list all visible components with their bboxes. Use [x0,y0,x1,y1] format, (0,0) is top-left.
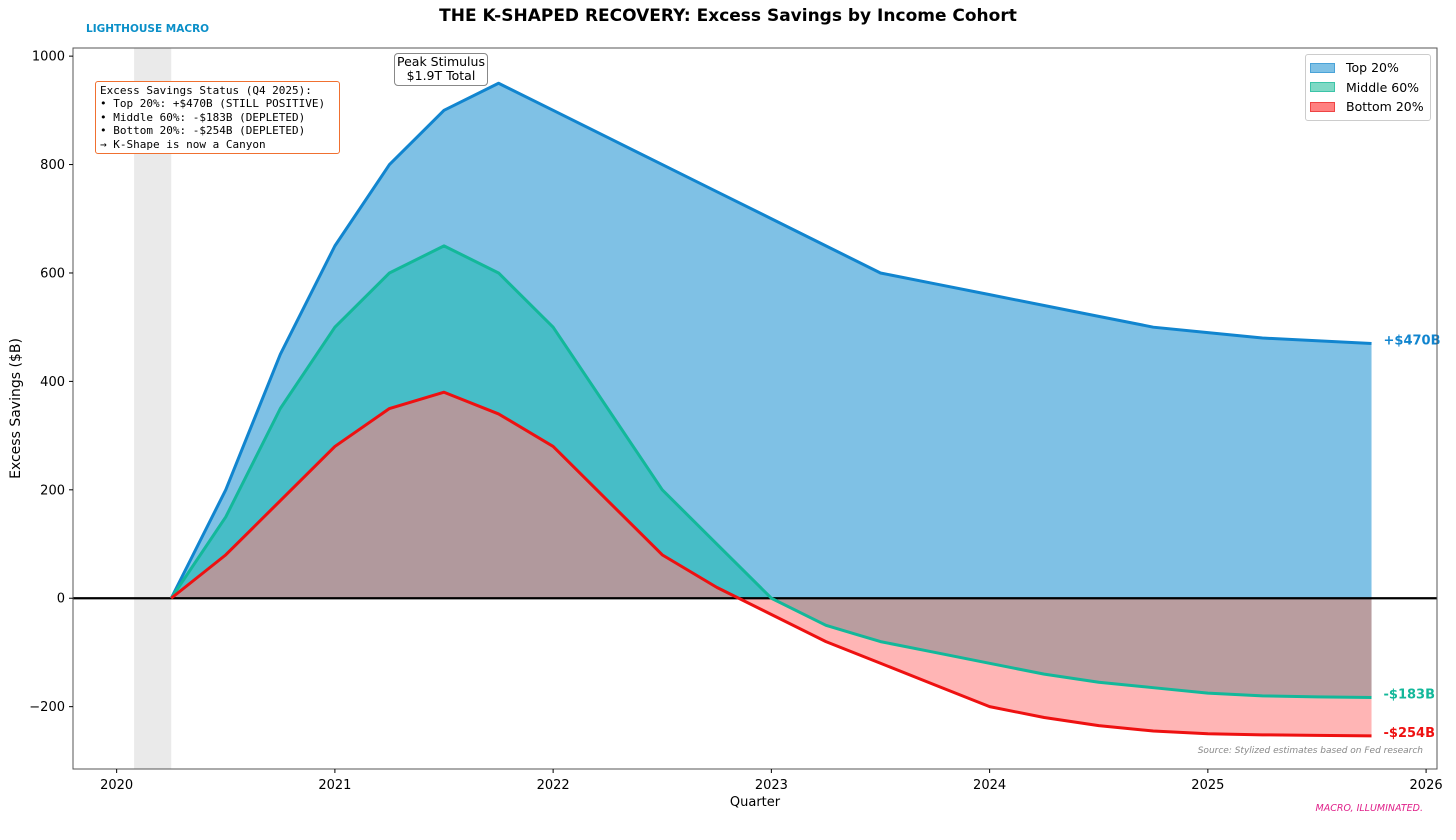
x-tick-label: 2024 [973,778,1006,793]
end-label: -$254B [1384,726,1436,741]
peak-annotation: Peak Stimulus $1.9T Total [394,53,488,86]
x-axis-label: Quarter [730,795,781,810]
chart-title: THE K-SHAPED RECOVERY: Excess Savings by… [439,6,1017,26]
y-tick-label: 600 [40,266,65,281]
y-axis-label: Excess Savings ($B) [8,338,24,479]
legend-label: Middle 60% [1346,79,1420,95]
x-tick-label: 2022 [537,778,570,793]
end-label: -$183B [1384,687,1436,702]
y-tick-label: −200 [29,700,65,715]
series-area-bottom-20- [171,392,1372,736]
x-tick-label: 2026 [1410,778,1443,793]
peak-line: Peak Stimulus [397,54,485,69]
legend: Top 20% Middle 60% Bottom 20% [1305,54,1431,121]
legend-swatch [1310,101,1335,112]
legend-swatch [1310,82,1335,93]
y-tick-label: 1000 [32,50,65,65]
peak-line: $1.9T Total [406,68,476,83]
x-tick-label: 2023 [755,778,788,793]
series-line-middle-60- [169,244,1372,699]
brand-label: LIGHTHOUSE MACRO [86,23,210,35]
source-note: Source: Stylized estimates based on Fed … [1197,746,1423,756]
x-tick-label: 2025 [1191,778,1224,793]
y-tick-label: 400 [40,375,65,390]
status-line: • Bottom 20%: -$254B (DEPLETED) [100,124,306,138]
end-label: +$470B [1384,333,1441,348]
legend-label: Bottom 20% [1346,99,1424,115]
status-line: • Top 20%: +$470B (STILL POSITIVE) [100,97,326,111]
plot-frame [72,47,1438,770]
legend-item: Top 20% [1306,58,1430,78]
recession-shading [134,48,172,769]
legend-item: Bottom 20% [1306,97,1430,117]
legend-swatch [1310,62,1335,73]
status-line: • Middle 60%: -$183B (DEPLETED) [100,110,306,124]
x-tick-label: 2021 [318,778,351,793]
tagline: MACRO, ILLUMINATED. [1315,803,1423,814]
legend-item: Middle 60% [1306,78,1430,98]
y-tick-label: 0 [57,592,65,607]
y-tick-label: 200 [40,483,65,498]
status-line: Excess Savings Status (Q4 2025): [100,84,312,97]
y-tick-label: 800 [40,158,65,173]
legend-label: Top 20% [1346,60,1399,76]
status-annotation: Excess Savings Status (Q4 2025): • Top 2… [95,81,340,155]
x-tick-label: 2020 [100,778,133,793]
series-line-top-20- [169,81,1372,599]
series-line-bottom-20- [170,390,1372,738]
status-line: → K-Shape is now a Canyon [100,137,266,151]
